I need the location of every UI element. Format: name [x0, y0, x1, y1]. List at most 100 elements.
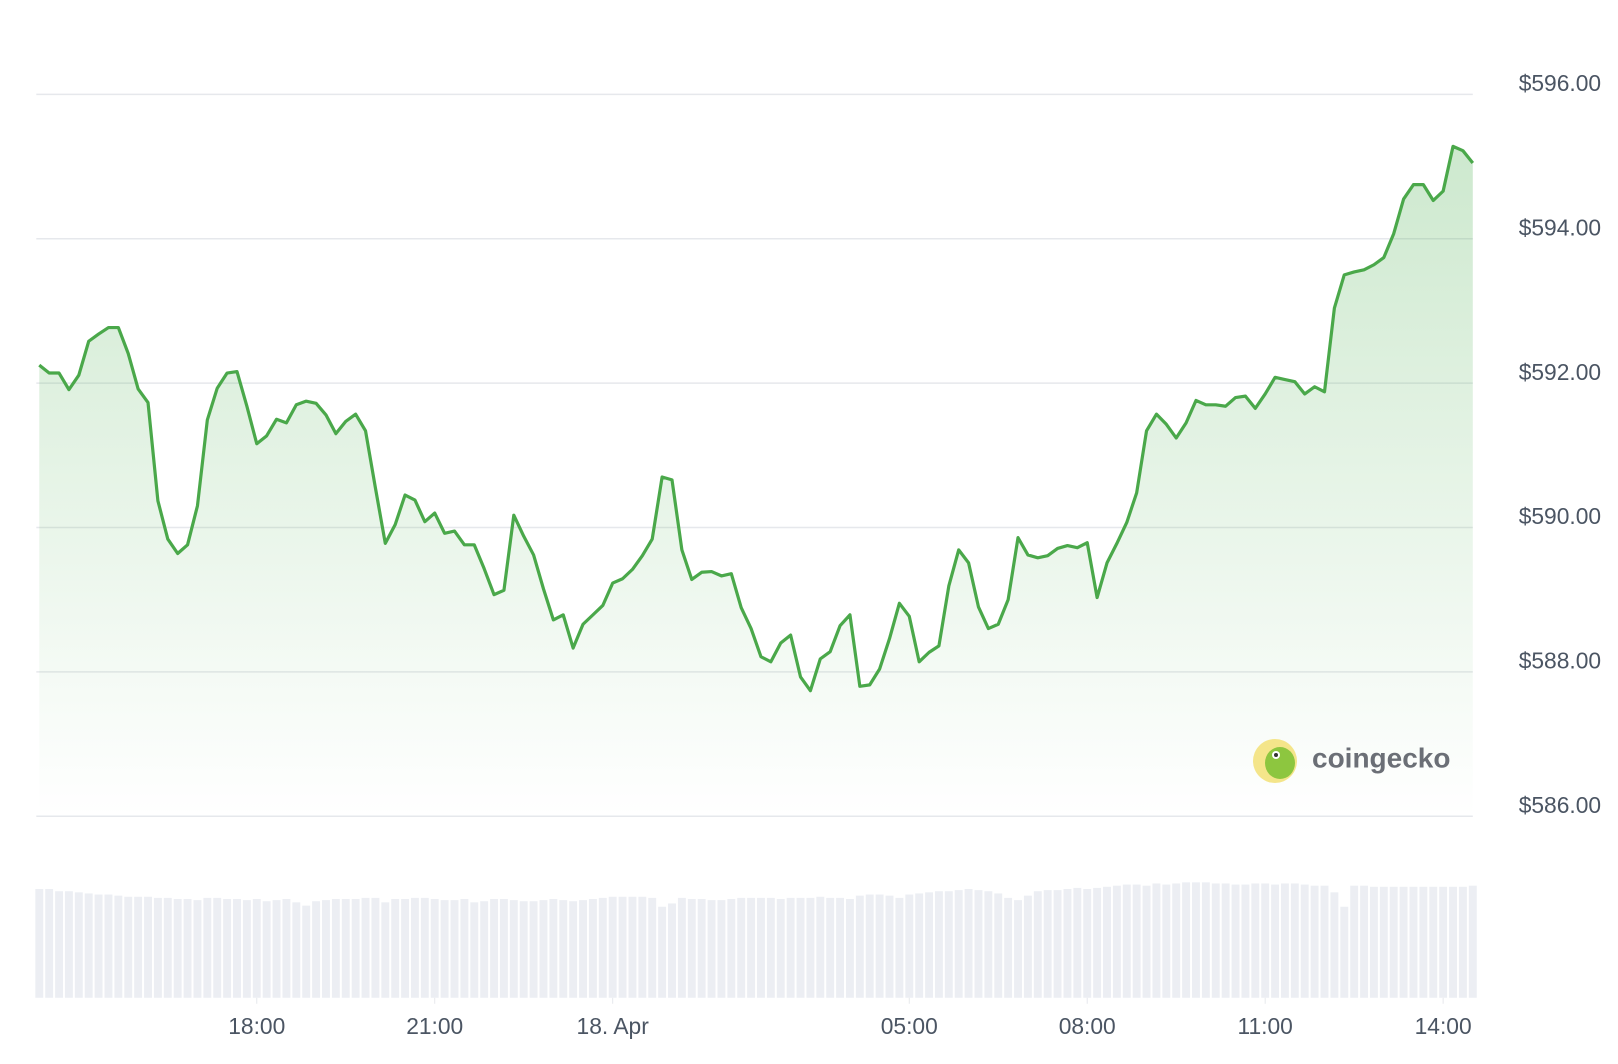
volume-bar — [954, 890, 963, 998]
volume-bar — [1211, 883, 1220, 998]
volume-bar — [391, 898, 400, 998]
volume-bar — [658, 906, 667, 998]
volume-bar — [233, 898, 241, 998]
volume-bar — [915, 893, 924, 998]
volume-bar — [766, 897, 775, 998]
watermark-text: coingecko — [1312, 742, 1450, 773]
volume-bar — [1458, 886, 1467, 998]
x-tick-label: 18:00 — [228, 1013, 285, 1039]
volume-bar — [371, 897, 380, 998]
volume-bar — [450, 900, 459, 998]
volume-bar — [836, 897, 845, 998]
volume-bar — [569, 901, 578, 998]
volume-bar — [1241, 884, 1250, 998]
y-tick-label: $596.00 — [1519, 70, 1601, 96]
y-tick-label: $592.00 — [1519, 359, 1601, 385]
volume-bar — [529, 901, 538, 998]
volume-bar — [905, 894, 914, 998]
volume-bar — [1182, 882, 1191, 998]
volume-bar — [855, 895, 864, 998]
volume-bar — [687, 898, 696, 998]
volume-bar — [74, 892, 83, 998]
volume-bar — [1340, 906, 1349, 998]
volume-bar — [1310, 885, 1319, 998]
volume-bar — [1172, 883, 1181, 998]
volume-bar — [183, 898, 192, 998]
volume-bar — [1103, 886, 1111, 998]
volume-bar — [1320, 885, 1329, 998]
y-tick-label: $586.00 — [1519, 792, 1601, 818]
volume-bar — [1330, 892, 1339, 998]
volume-bar — [1429, 886, 1438, 998]
volume-bar — [588, 898, 597, 998]
volume-bar — [1449, 886, 1457, 998]
volume-bar — [618, 896, 627, 998]
volume-bar — [272, 900, 281, 998]
volume-bar — [737, 897, 746, 998]
volume-bar — [193, 900, 202, 998]
volume-bar — [1112, 885, 1121, 998]
volume-bar — [925, 892, 933, 998]
volume-bar — [1360, 885, 1368, 998]
volume-bar — [806, 897, 815, 998]
volume-bar — [638, 896, 647, 998]
y-tick-label: $594.00 — [1519, 214, 1601, 240]
volume-bar — [559, 900, 568, 998]
x-tick-label: 14:00 — [1415, 1013, 1472, 1039]
volume-bar — [668, 903, 676, 998]
x-tick-label: 05:00 — [881, 1013, 938, 1039]
volume-bar — [460, 898, 469, 998]
volume-bar — [895, 897, 904, 998]
volume-bar — [944, 891, 953, 998]
volume-bar — [1290, 883, 1299, 998]
volume-bar — [351, 898, 360, 998]
volume-bar — [282, 898, 291, 998]
volume-bar — [1399, 886, 1408, 998]
price-area — [39, 146, 1473, 817]
volume-bar — [104, 894, 113, 998]
volume-bar — [1142, 885, 1151, 998]
volume-bar — [262, 901, 271, 998]
volume-bar — [885, 895, 894, 998]
volume-bar — [1439, 886, 1448, 998]
volume-bar — [381, 902, 390, 998]
volume-bar — [1409, 886, 1418, 998]
volume-bar — [608, 896, 617, 998]
volume-bar — [361, 897, 370, 998]
volume-bar — [94, 894, 103, 998]
volume-bar — [1231, 884, 1240, 998]
volume-bar — [1152, 883, 1161, 998]
volume-bar — [1014, 900, 1022, 998]
x-tick-label: 18. Apr — [577, 1013, 650, 1039]
volume-bar — [1419, 886, 1428, 998]
volume-bar — [677, 897, 686, 998]
volume-bar — [312, 901, 321, 998]
volume-bar — [322, 900, 330, 998]
logo-gecko — [1265, 747, 1295, 779]
volume-bar — [292, 902, 301, 998]
volume-bar — [1053, 890, 1062, 998]
volume-bar — [697, 898, 706, 998]
volume-bar — [114, 895, 123, 998]
volume-bar — [134, 896, 143, 998]
volume-bar — [1300, 884, 1309, 998]
volume-bar — [727, 898, 736, 998]
volume-bar — [144, 896, 152, 998]
volume-bar — [1063, 889, 1072, 998]
volume-bar — [747, 897, 756, 998]
volume-bar — [35, 889, 44, 998]
logo-pupil — [1274, 753, 1278, 757]
volume-bar — [648, 897, 657, 998]
volume-bar — [1280, 883, 1289, 998]
volume-bar — [124, 896, 133, 998]
volume-bar — [796, 897, 805, 998]
volume-bar — [430, 898, 439, 998]
volume-bar — [845, 898, 854, 998]
volume-bar — [628, 896, 637, 998]
volume-bar — [341, 898, 350, 998]
volume-bar — [1192, 882, 1200, 998]
volume-bar — [1004, 897, 1013, 998]
volume-bar — [1201, 882, 1210, 998]
volume-bar — [1379, 886, 1388, 998]
